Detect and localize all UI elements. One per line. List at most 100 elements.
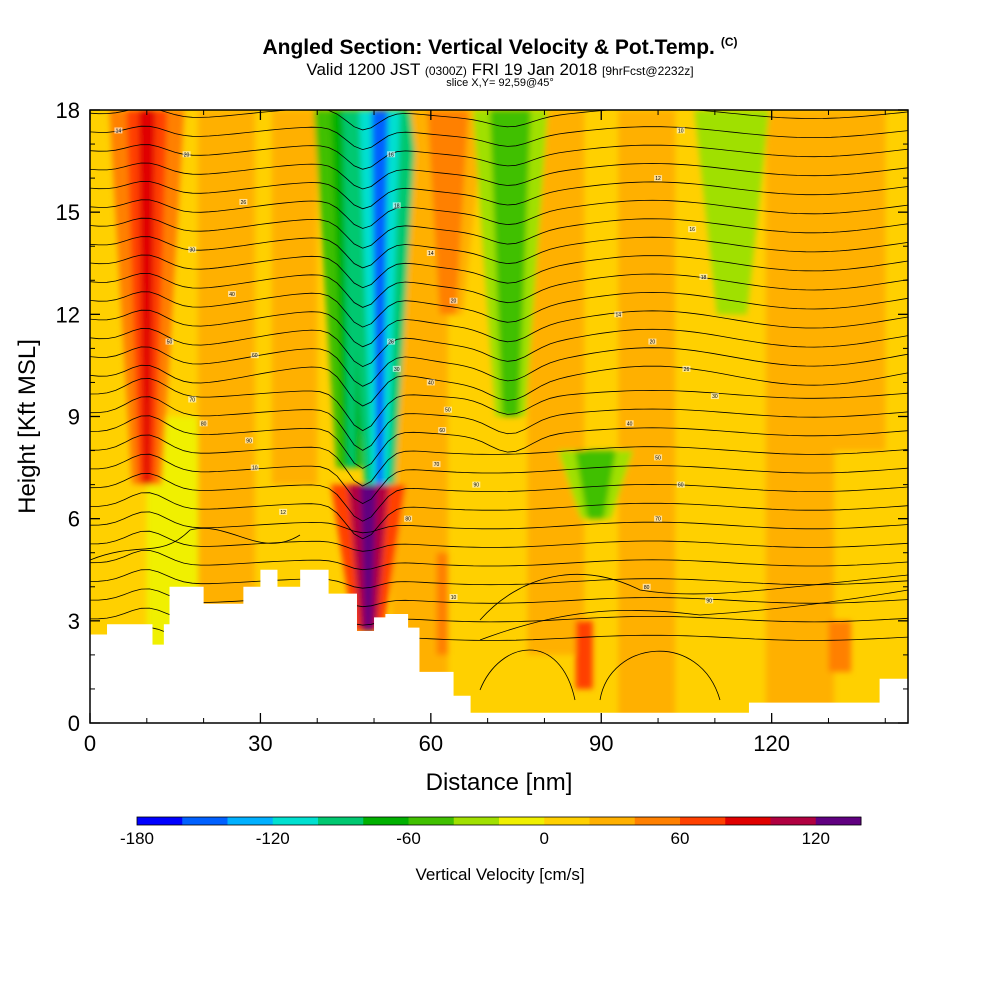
isentrope-13: [90, 378, 908, 432]
colorbar: -180 -120 -60 0 60 120 Vertical Velocity [cm/s…: [120, 816, 862, 884]
isentrope-label: 90: [706, 598, 712, 604]
isentrope-12: [90, 396, 908, 451]
isentrope-label-bg: [625, 420, 634, 427]
isentrope-15: [90, 346, 908, 387]
subtitle-utc: (0300Z): [424, 64, 467, 78]
isentrope-label: 50: [167, 340, 173, 346]
isentrope-label-bg: [250, 352, 259, 359]
isentrope-label-bg: [279, 508, 288, 515]
isentrope-label: 90: [246, 438, 252, 444]
y-tick-label: 3: [68, 609, 80, 634]
isentrope-label: 60: [252, 353, 258, 359]
axes: 0 30 60 90 120 0 3 6 9 12 15 18 Distance [nm] Height …: [14, 98, 909, 796]
isentrope-14: [90, 364, 908, 407]
isentrope-label-bg: [114, 127, 123, 134]
isentrope-label-bg: [648, 338, 657, 345]
isentrope-label-bg: [404, 515, 413, 522]
x-tick-label: 60: [419, 731, 443, 756]
y-axis-title: Height [Kft MSL]: [14, 339, 41, 514]
isentrope-label-bg: [188, 396, 197, 403]
colorbar-swatch: [318, 817, 364, 825]
isentrope-label-bg: [654, 515, 663, 522]
isentrope-label-bg: [449, 593, 458, 600]
isentrope-label: 26: [684, 367, 690, 373]
colorbar-swatch: [544, 817, 590, 825]
isentrope-6: [90, 511, 908, 534]
isentrope-label: 70: [434, 462, 440, 468]
isentrope-16: [90, 328, 908, 368]
colorbar-swatch: [137, 817, 183, 825]
isentrope-9: [90, 453, 908, 505]
isentrope-label: 30: [394, 367, 400, 373]
isentrope-5: [90, 530, 908, 552]
colorbar-swatch: [589, 817, 636, 825]
isentrope-23: [90, 199, 908, 229]
isentrope-11: [90, 415, 908, 469]
isentrope-label-bg: [472, 481, 481, 488]
isentrope-27: [90, 125, 908, 151]
isentrope-label-bg: [392, 365, 401, 372]
isentrope-label-bg: [228, 290, 237, 297]
x-tick-label: 120: [753, 731, 790, 756]
x-axis-title: Distance [nm]: [426, 769, 573, 796]
isentrope-22: [90, 217, 908, 249]
colorbar-swatch: [272, 817, 319, 825]
isentrope-17: [90, 309, 908, 348]
isentrope-labels: 14 20 26 30 40 50 60 70 80 90 10 12 16 18 14 20 26 30 40 50…: [114, 127, 719, 604]
colorbar-swatch: [227, 817, 274, 825]
isentrope-26: [90, 144, 908, 170]
slice-info: slice X,Y= 92,59@45°: [446, 77, 554, 89]
isentrope-label: 12: [280, 510, 286, 516]
velocity-patch-3: [271, 110, 318, 485]
isentrope-label-bg: [387, 151, 396, 158]
isentrope-label: 30: [712, 394, 718, 400]
isentrope-label: 50: [655, 455, 661, 461]
isentrope-label: 18: [394, 203, 400, 209]
isentrope-8: [90, 473, 908, 522]
chart-title-suffix: (C): [720, 35, 738, 49]
colorbar-label: -180: [120, 829, 154, 848]
low-contour-1: [479, 573, 908, 621]
isentrope-label-bg: [443, 406, 452, 413]
isentrope-21: [90, 236, 908, 269]
isentrope-label-bg: [710, 393, 719, 400]
y-tick-label: 15: [56, 200, 80, 225]
subtitle-forecast: [9hrFcst@2232z]: [602, 64, 694, 78]
isentrope-label-bg: [245, 437, 254, 444]
colorbar-swatch: [453, 817, 500, 825]
isentrope-label: 60: [678, 483, 684, 489]
isentrope-label-bg: [614, 311, 623, 318]
x-tick-label: 0: [84, 731, 96, 756]
isentrope-label-bg: [705, 597, 714, 604]
isentrope-label-bg: [688, 226, 697, 233]
plot-area: 14 20 26 30 40 50 60 70 80 90 10 12 16 18 14 20 26 30 40 50…: [90, 110, 908, 723]
isentrope-label-bg: [676, 481, 685, 488]
isentrope-20: [90, 254, 908, 289]
colorbar-label: -120: [256, 829, 290, 848]
x-tick-label: 30: [248, 731, 272, 756]
colorbar-swatch: [634, 817, 681, 825]
isentrope-label: 20: [650, 340, 656, 346]
colorbar-swatch: [499, 817, 545, 825]
isentrope-label-bg: [699, 273, 708, 280]
velocity-core-4-2: [439, 110, 457, 315]
isentrope-label: 70: [655, 517, 661, 523]
colorbar-swatch: [182, 817, 228, 825]
isentrope-label: 20: [184, 152, 190, 158]
isentrope-label: 60: [439, 428, 445, 434]
y-tick-label: 18: [56, 98, 80, 123]
isentrope-label: 20: [451, 299, 457, 305]
isentrope-label: 80: [644, 585, 650, 591]
colorbar-label: 60: [671, 829, 690, 848]
isentrope-label-bg: [676, 127, 685, 134]
isentrope-label: 30: [189, 248, 195, 254]
isentrope-label: 70: [189, 397, 195, 403]
velocity-patch-6: [618, 110, 676, 723]
colorbar-swatch: [680, 817, 726, 825]
isentrope-label-bg: [426, 250, 435, 257]
isentrope-label: 14: [116, 128, 122, 134]
isentrope-7: [90, 492, 908, 540]
isentrope-label: 50: [445, 408, 451, 414]
velocity-core-3-2: [360, 484, 377, 632]
isentrope-label-bg: [654, 175, 663, 182]
